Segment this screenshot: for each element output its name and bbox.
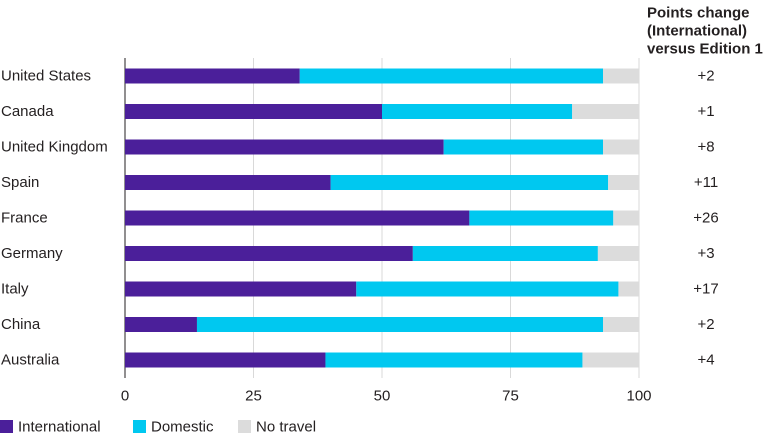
bar-domestic-united-kingdom (443, 139, 604, 155)
legend-item-no-travel: No travel (238, 419, 316, 436)
bar-domestic-france (469, 210, 614, 226)
bar-no-travel-spain (608, 175, 639, 190)
bar-international-france (125, 210, 470, 226)
bar-domestic-australia (325, 352, 583, 368)
category-label: Canada (1, 103, 54, 120)
bar-international-canada (125, 104, 382, 119)
legend-label: International (18, 419, 101, 436)
x-tick-label: 50 (374, 388, 391, 405)
bar-no-travel-australia (582, 352, 639, 368)
category-label: France (1, 210, 48, 227)
bar-no-travel-united-kingdom (603, 139, 639, 155)
bar-domestic-germany (412, 246, 598, 261)
points-change-value: +1 (697, 103, 714, 120)
points-change-value: +2 (697, 316, 714, 333)
category-label: Spain (1, 174, 39, 191)
bar-domestic-china (196, 317, 604, 332)
category-label: Italy (1, 281, 29, 298)
x-tick-label: 25 (245, 388, 262, 405)
category-label: United Kingdom (1, 139, 108, 156)
bar-no-travel-china (603, 317, 639, 332)
category-label: Australia (1, 352, 60, 369)
category-labels: United States Canada United Kingdom Spain Fr… (1, 68, 108, 369)
change-column-header-line: versus Edition 1 (647, 41, 763, 58)
points-change-value: +11 (694, 174, 718, 191)
bars (125, 68, 639, 368)
points-change-value: +4 (697, 352, 714, 369)
points-change-value: +17 (693, 281, 718, 298)
bar-international-australia (125, 352, 326, 368)
change-column-header: Points change(International)versus Editi… (647, 5, 763, 58)
bar-no-travel-france (613, 210, 639, 226)
bar-no-travel-united-states (603, 68, 639, 84)
category-label: Germany (1, 245, 63, 262)
change-values: +2 +1 +8 +11 +26 +3 +17 +2 +4 (693, 68, 718, 369)
bar-international-united-kingdom (125, 139, 444, 155)
legend-swatch (0, 420, 13, 433)
x-tick-label: 0 (121, 388, 129, 405)
bar-no-travel-germany (597, 246, 639, 261)
bar-international-china (125, 317, 197, 332)
bar-international-italy (125, 281, 357, 297)
bar-no-travel-italy (618, 281, 639, 297)
x-tick-label: 100 (626, 388, 651, 405)
x-axis-ticks: 0 25 50 75 100 (121, 388, 652, 405)
points-change-value: +26 (693, 210, 718, 227)
category-label: China (1, 316, 41, 333)
legend-swatch (238, 420, 251, 433)
bar-international-united-states (125, 68, 300, 84)
bar-international-germany (125, 246, 413, 261)
bar-domestic-canada (382, 104, 573, 119)
change-column-header-line: Points change (647, 5, 750, 22)
bar-domestic-spain (330, 175, 609, 190)
bar-domestic-united-states (299, 68, 604, 84)
points-change-value: +8 (697, 139, 714, 156)
category-label: United States (1, 68, 91, 85)
legend: International Domestic No travel (0, 419, 316, 436)
legend-swatch (133, 420, 146, 433)
legend-label: No travel (256, 419, 316, 436)
change-column-header-line: (International) (647, 23, 747, 40)
legend-item-international: International (0, 419, 101, 436)
legend-label: Domestic (151, 419, 214, 436)
points-change-value: +3 (697, 245, 714, 262)
x-tick-label: 75 (502, 388, 519, 405)
legend-item-domestic: Domestic (133, 419, 214, 436)
bar-international-spain (125, 175, 331, 190)
bar-domestic-italy (356, 281, 619, 297)
points-change-value: +2 (697, 68, 714, 85)
bar-no-travel-canada (572, 104, 639, 119)
